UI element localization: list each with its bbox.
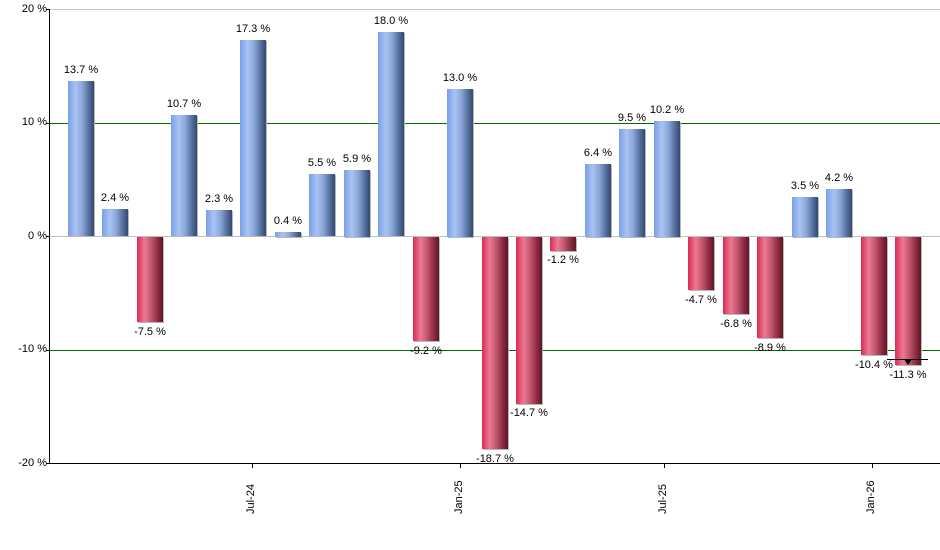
bar-value-label: 2.4 % — [100, 192, 130, 204]
bar-apr-25 — [550, 237, 576, 251]
bar-value-label: 13.0 % — [442, 72, 478, 84]
x-tick-label: Jul-25 — [657, 484, 669, 514]
y-tick-label: -10 % — [18, 343, 47, 355]
bar-mar-24 — [102, 209, 128, 236]
bar-nov-25 — [792, 197, 818, 237]
bar-jun-25 — [619, 129, 645, 237]
bar-jun-24 — [206, 210, 232, 236]
x-tick-mark — [664, 463, 665, 468]
bar-dec-25 — [826, 189, 852, 237]
bar-value-label: -9.2 % — [410, 345, 442, 357]
x-tick-label: Jan-26 — [865, 480, 877, 514]
y-tick-label: 20 % — [21, 2, 47, 15]
bar-value-label: -4.7 % — [685, 294, 717, 306]
y-tick-label: 0 % — [28, 229, 47, 242]
bar-sep-24 — [309, 174, 335, 236]
bar-may-25 — [585, 164, 611, 237]
bar-value-label: 5.9 % — [342, 153, 372, 165]
x-tick-label: Jul-24 — [245, 484, 257, 514]
bar-sep-25 — [723, 237, 749, 314]
bar-dec-24 — [413, 237, 439, 341]
bar-value-label: 9.5 % — [617, 112, 647, 124]
bar-feb-24 — [68, 81, 94, 236]
bar-value-label: 2.3 % — [204, 193, 234, 205]
bar-value-label: -10.4 % — [855, 359, 893, 371]
bar-value-label: 4.2 % — [824, 172, 854, 184]
reference-line — [50, 123, 940, 124]
bar-aug-25 — [688, 237, 714, 290]
bar-jul-24 — [240, 40, 266, 236]
bar-feb-25 — [482, 237, 508, 449]
x-tick-label: Jan-25 — [453, 480, 465, 514]
bar-oct-24 — [344, 170, 370, 237]
bar-value-label: 13.7 % — [63, 64, 99, 76]
bar-jul-25 — [654, 121, 680, 237]
bar-value-label: 0.4 % — [273, 215, 303, 227]
bar-value-label: 5.5 % — [307, 157, 337, 169]
bar-feb-26 — [895, 237, 921, 365]
bar-apr-24 — [137, 237, 163, 322]
bar-aug-24 — [275, 232, 301, 237]
x-tick-mark — [460, 463, 461, 468]
bar-value-label: 3.5 % — [790, 180, 820, 192]
bar-jan-25 — [447, 89, 473, 237]
bar-value-label: -14.7 % — [510, 407, 548, 419]
x-tick-mark — [872, 463, 873, 468]
x-tick-mark — [252, 463, 253, 468]
bar-value-label: 18.0 % — [373, 15, 409, 27]
bar-value-label: -1.2 % — [547, 254, 579, 266]
bar-value-label: -6.8 % — [720, 318, 752, 330]
bar-mar-25 — [516, 237, 542, 404]
bar-value-label: 6.4 % — [583, 147, 613, 159]
bar-may-24 — [171, 115, 197, 236]
bar-value-label: -7.5 % — [134, 326, 166, 338]
y-tick-label: 10 % — [21, 116, 47, 128]
bar-jan-26 — [861, 237, 887, 355]
bar-value-label: 10.7 % — [166, 98, 202, 110]
bar-value-label: -11.3 % — [889, 369, 927, 381]
bar-oct-25 — [757, 237, 783, 338]
bar-value-label: 10.2 % — [649, 104, 685, 116]
bar-value-label: -8.9 % — [754, 342, 786, 354]
bar-nov-24 — [378, 32, 404, 236]
bar-value-label: 17.3 % — [235, 23, 271, 35]
bar-value-label: -18.7 % — [476, 453, 514, 465]
y-tick-label: -20 % — [18, 456, 47, 469]
